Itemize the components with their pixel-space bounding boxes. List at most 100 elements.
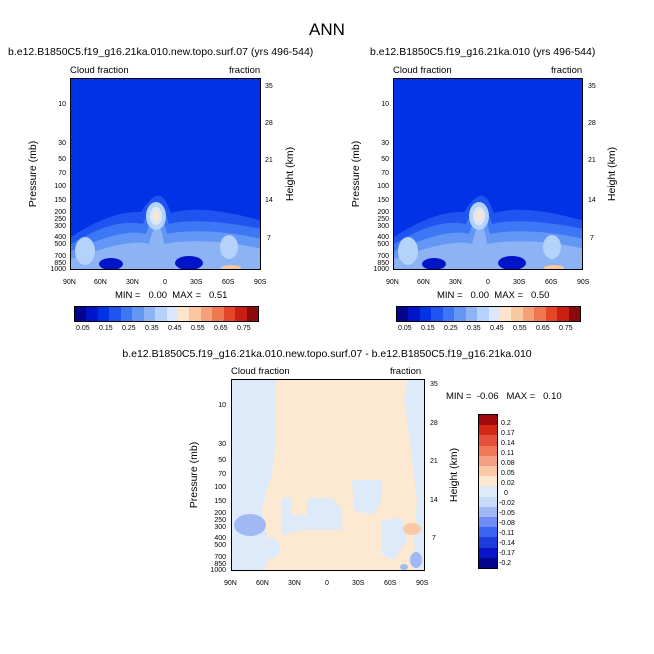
colorbar-label: 0.75	[237, 325, 251, 332]
colorbar-label: 0.25	[444, 325, 458, 332]
colorbar-swatch	[499, 307, 512, 321]
colorbar-label: 0.45	[490, 325, 504, 332]
colorbar-swatch	[143, 307, 156, 321]
x-tick: 30N	[126, 279, 139, 286]
colorbar-label: 0.65	[214, 325, 228, 332]
colorbar-swatch	[155, 307, 167, 321]
colorbar-label: 0.15	[421, 325, 435, 332]
panel1-stats: MIN = 0.00 MAX = 0.51	[115, 290, 228, 301]
y-tick: 500	[54, 241, 66, 248]
x-tick: 0	[163, 279, 167, 286]
panel3-ylabel: Pressure (mb)	[188, 441, 200, 509]
y-tick: 500	[377, 241, 389, 248]
colorbar-swatch	[419, 307, 432, 321]
y-tick: 50	[381, 156, 389, 163]
x-tick: 60N	[256, 580, 269, 587]
y-tick: 150	[214, 498, 226, 505]
x-tick: 90S	[416, 580, 429, 587]
y-tick: 10	[58, 101, 66, 108]
x-tick: 30S	[513, 279, 526, 286]
y-tick: 10	[381, 101, 389, 108]
colorbar-label: 0.15	[99, 325, 113, 332]
colorbar-swatch	[223, 307, 236, 321]
y-tick: 70	[381, 170, 389, 177]
panel3-ylabel-right: Height (km)	[448, 447, 460, 503]
colorbar-swatch	[200, 307, 213, 321]
y-tick-right: 28	[430, 420, 438, 427]
y-tick-right: 35	[430, 381, 438, 388]
colorbar-swatch	[120, 307, 133, 321]
y-tick-right: 14	[588, 197, 596, 204]
x-tick: 90N	[224, 580, 237, 587]
panel3-title: b.e12.B1850C5.f19_g16.21ka.010.new.topo.…	[122, 348, 532, 360]
y-tick: 1000	[50, 266, 66, 273]
colorbar-swatch	[109, 307, 121, 321]
colorbar-swatch	[488, 307, 500, 321]
y-tick: 850	[377, 260, 389, 267]
panel2-stats: MIN = 0.00 MAX = 0.50	[437, 290, 550, 301]
x-tick: 30S	[352, 580, 365, 587]
y-tick: 100	[54, 183, 66, 190]
colorbar-swatch	[97, 307, 110, 321]
y-tick: 150	[54, 197, 66, 204]
colorbar-swatch	[246, 307, 258, 321]
y-tick-right: 35	[265, 83, 273, 90]
x-tick: 30N	[288, 580, 301, 587]
x-tick: 30N	[449, 279, 462, 286]
colorbar-swatch	[479, 557, 497, 569]
panel3-stats: MIN = -0.06 MAX = 0.10	[446, 391, 562, 402]
colorbar-swatch	[479, 547, 497, 558]
panel2-ylabel: Pressure (mb)	[350, 140, 362, 208]
colorbar-swatch	[479, 415, 497, 426]
x-tick: 60S	[545, 279, 558, 286]
y-tick: 30	[218, 441, 226, 448]
panel3-plot	[231, 379, 425, 571]
y-tick: 100	[377, 183, 389, 190]
colorbar-swatch	[212, 307, 224, 321]
colorbar-swatch	[511, 307, 523, 321]
x-tick: 90N	[63, 279, 76, 286]
panel1-right-label: fraction	[229, 65, 261, 76]
y-tick-right: 7	[432, 535, 436, 542]
colorbar-swatch	[408, 307, 420, 321]
colorbar-swatch	[86, 307, 98, 321]
colorbar-label: 0.35	[145, 325, 159, 332]
y-tick: 400	[377, 234, 389, 241]
x-tick: 60S	[222, 279, 235, 286]
colorbar-swatch	[557, 307, 569, 321]
colorbar-label: -0.05	[499, 510, 515, 517]
colorbar-label: 0.02	[501, 480, 515, 487]
panel1-field	[71, 79, 260, 269]
y-tick: 700	[377, 253, 389, 260]
colorbar-label: 0.55	[191, 325, 205, 332]
y-tick: 50	[218, 457, 226, 464]
colorbar-swatch	[479, 425, 497, 436]
x-tick: 90N	[386, 279, 399, 286]
colorbar-swatch	[442, 307, 455, 321]
y-tick: 70	[218, 471, 226, 478]
colorbar-label: 0.75	[559, 325, 573, 332]
colorbar-swatch	[166, 307, 178, 321]
y-tick: 500	[214, 542, 226, 549]
y-tick: 300	[377, 223, 389, 230]
colorbar-swatch	[568, 307, 580, 321]
colorbar-label: 0.05	[76, 325, 90, 332]
colorbar-swatch	[132, 307, 144, 321]
colorbar-label: 0.55	[513, 325, 527, 332]
y-tick: 850	[214, 561, 226, 568]
colorbar-swatch	[235, 307, 247, 321]
colorbar-label: 0.35	[467, 325, 481, 332]
colorbar-swatch	[479, 506, 497, 518]
y-tick: 400	[214, 535, 226, 542]
panel1-ylabel: Pressure (mb)	[27, 140, 39, 208]
colorbar-label: 0.08	[501, 460, 515, 467]
colorbar-label: -0.11	[499, 530, 515, 537]
y-tick-right: 28	[588, 120, 596, 127]
y-tick: 1000	[210, 567, 226, 574]
y-tick-right: 21	[430, 458, 438, 465]
y-tick: 200	[214, 510, 226, 517]
y-tick: 700	[54, 253, 66, 260]
colorbar-swatch	[479, 466, 497, 477]
colorbar-swatch	[177, 307, 190, 321]
y-tick: 30	[58, 140, 66, 147]
